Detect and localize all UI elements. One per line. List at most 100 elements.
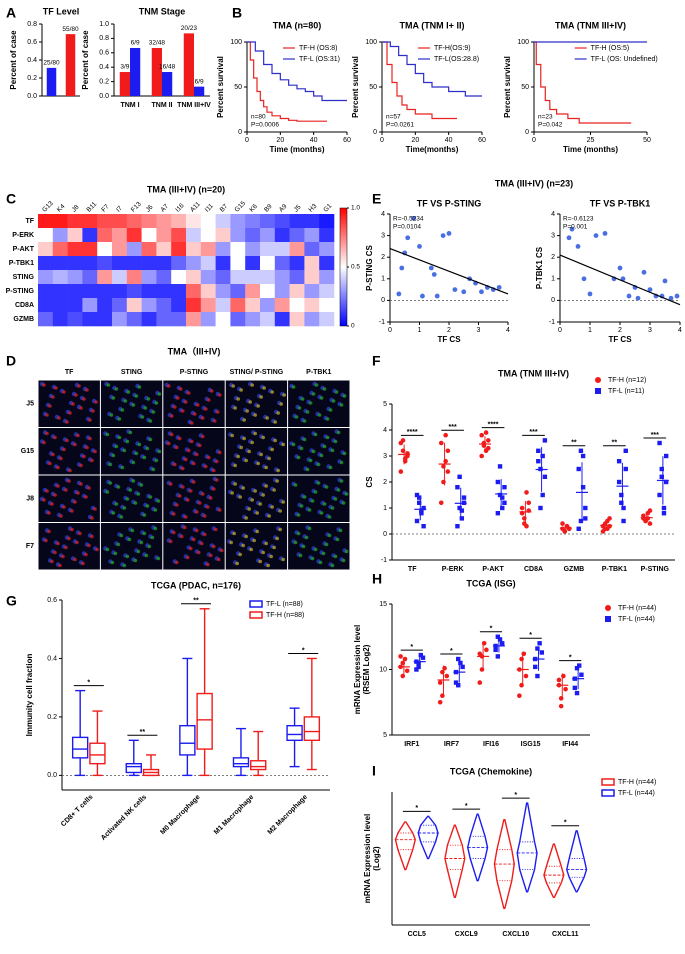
chart-title: TMA (III+IV) (n=20) xyxy=(147,184,225,194)
y-axis-label: P-TBK1 CS xyxy=(535,246,544,289)
stain xyxy=(335,537,340,542)
stain xyxy=(44,538,48,543)
survival-curve xyxy=(247,41,347,102)
stain xyxy=(79,463,83,468)
stain xyxy=(262,386,267,390)
data-point xyxy=(607,523,612,529)
heatmap-cell xyxy=(38,214,54,229)
stain xyxy=(116,485,121,489)
legend-label: TF-L (OS:31) xyxy=(299,56,340,63)
stain xyxy=(318,560,323,565)
stain xyxy=(344,492,349,496)
significance-label: * xyxy=(569,654,572,661)
chart-title: TMA (III+IV) (n=23) xyxy=(495,178,573,188)
data-point xyxy=(414,492,420,498)
heatmap-cell xyxy=(67,270,83,285)
stain xyxy=(133,501,138,505)
legend-label: TF-H (OS:8) xyxy=(299,45,338,52)
box xyxy=(125,762,142,774)
heatmap-cell xyxy=(186,270,202,285)
stain xyxy=(201,416,205,420)
significance-label: * xyxy=(415,805,418,812)
stain xyxy=(233,482,237,486)
micrograph xyxy=(163,428,225,475)
data-point xyxy=(417,495,422,500)
data-point xyxy=(566,526,572,532)
y-tick-label: 0.0 xyxy=(47,772,57,779)
stain xyxy=(200,541,204,546)
stain xyxy=(231,384,235,388)
stain xyxy=(114,387,119,391)
heatmap-cell xyxy=(67,214,83,229)
scatter-point xyxy=(635,295,641,301)
x-tick-label: TNM III+IV xyxy=(177,102,211,109)
stain xyxy=(133,558,138,563)
stain xyxy=(342,394,347,398)
stain xyxy=(79,482,83,486)
data-point xyxy=(455,485,460,490)
x-axis-label: Time (months) xyxy=(563,145,618,154)
stain xyxy=(297,406,302,410)
y-axis-label: mRNA Expression level xyxy=(363,814,372,904)
stain xyxy=(275,479,280,483)
heatmap-cell xyxy=(186,228,202,243)
y-tick-label: 0.4 xyxy=(47,655,57,662)
stain xyxy=(47,529,51,534)
data-point xyxy=(400,660,406,666)
scatter-point xyxy=(587,291,593,297)
y-tick-label: 0 xyxy=(373,129,377,136)
heatmap-cell xyxy=(215,298,231,313)
stain xyxy=(192,537,196,542)
stain xyxy=(281,500,286,504)
data-point xyxy=(443,458,448,464)
heatmap-cell xyxy=(67,228,83,243)
stain xyxy=(204,407,208,411)
x-tick-label: P-TBK1 xyxy=(602,566,627,573)
stain xyxy=(305,410,310,414)
box xyxy=(179,724,196,756)
colorbar-tick-label: 0.5 xyxy=(351,264,360,271)
data-point xyxy=(502,485,507,490)
y-axis-label: Percent of case xyxy=(9,30,18,90)
stain xyxy=(261,493,266,497)
stain xyxy=(253,489,257,493)
violin xyxy=(566,830,588,893)
chart-title: TNM Stage xyxy=(139,6,186,16)
stain xyxy=(179,387,183,391)
scatter-point xyxy=(602,231,608,236)
stain xyxy=(328,408,333,412)
stain xyxy=(167,441,171,446)
data-point xyxy=(497,492,503,498)
legend-swatch xyxy=(249,611,263,619)
stain xyxy=(344,549,349,554)
stain xyxy=(70,509,74,513)
row-label: P-TBK1 xyxy=(9,260,34,267)
stain xyxy=(131,460,136,465)
stain xyxy=(291,442,296,447)
heatmap-cell xyxy=(200,228,216,243)
data-point xyxy=(400,448,406,454)
data-point xyxy=(455,524,460,529)
stain xyxy=(84,495,88,499)
stain xyxy=(42,440,46,445)
stain xyxy=(136,549,141,554)
heatmap-cell xyxy=(171,312,187,327)
scatter-point xyxy=(581,276,587,282)
heatmap-cell xyxy=(215,242,231,257)
x-tick-label: 60 xyxy=(478,137,486,144)
data-point xyxy=(572,685,578,691)
data-point xyxy=(420,655,426,660)
data-point xyxy=(524,490,529,495)
y-axis-label: Percent survival xyxy=(503,56,512,118)
stain xyxy=(190,421,194,425)
x-tick-label: 60 xyxy=(343,137,351,144)
y-axis-label: CS xyxy=(365,476,374,488)
stain xyxy=(144,553,149,558)
heatmap-cell xyxy=(126,242,142,257)
scatter-point xyxy=(420,293,425,299)
data-point xyxy=(576,526,581,531)
heatmap-cell xyxy=(126,298,142,313)
stain xyxy=(281,557,286,562)
bar-value-label: 3/9 xyxy=(120,64,129,71)
